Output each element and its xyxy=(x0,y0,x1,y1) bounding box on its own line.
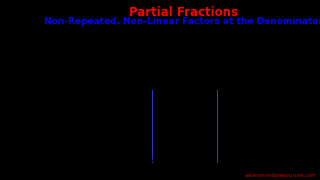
Text: $4=2A+3B+3C$: $4=2A+3B+3C$ xyxy=(220,112,280,121)
Text: $3B=4+\dfrac{22}{5}-\dfrac{9}{5}$: $3B=4+\dfrac{22}{5}-\dfrac{9}{5}$ xyxy=(220,122,276,139)
Text: $A=-\dfrac{11}{5}$: $A=-\dfrac{11}{5}$ xyxy=(63,122,96,139)
Text: $B=\dfrac{11}{5}$: $B=\dfrac{11}{5}$ xyxy=(219,137,243,153)
Text: $C=\dfrac{3}{5}$: $C=\dfrac{3}{5}$ xyxy=(156,137,175,153)
Text: $=$: $=$ xyxy=(140,39,150,48)
Text: Partial Fractions: Partial Fractions xyxy=(129,6,238,19)
Text: Non-Repeated, Non-Linear Factors at the Denominator: Non-Repeated, Non-Linear Factors at the … xyxy=(44,17,320,26)
Text: $5x-1\equiv A(x^2+1)+(Bx+C)(x+2)$: $5x-1\equiv A(x^2+1)+(Bx+C)(x+2)$ xyxy=(57,83,196,97)
Text: $=$: $=$ xyxy=(140,65,150,74)
Text: Put $x=0$: Put $x=0$ xyxy=(155,99,187,108)
Text: $-1=A+2C$: $-1=A+2C$ xyxy=(155,112,198,121)
Text: (a): (a) xyxy=(57,39,68,48)
Text: $\dfrac{Bx+C}{x^2+1}$: $\dfrac{Bx+C}{x^2+1}$ xyxy=(216,32,244,54)
Text: $\dfrac{A}{x+2}$: $\dfrac{A}{x+2}$ xyxy=(161,33,183,53)
Text: $\dfrac{5x-1}{(x+2)(x^2+1)}$: $\dfrac{5x-1}{(x+2)(x^2+1)}$ xyxy=(77,32,136,55)
Text: $\dfrac{5x-1}{(x+2)(x^2+1)}=\dfrac{-11}{5(x+2)}+$: $\dfrac{5x-1}{(x+2)(x^2+1)}=\dfrac{-11}{… xyxy=(57,154,157,173)
Text: Put $x=1$: Put $x=1$ xyxy=(220,99,252,108)
Text: $2C=-1+\dfrac{11}{5}$: $2C=-1+\dfrac{11}{5}$ xyxy=(155,122,205,139)
Text: $+$: $+$ xyxy=(193,38,201,48)
Text: $\dfrac{A(x^2+1)+(Bx+C)(x+2)}{(x+2)(x^2+1)}$: $\dfrac{A(x^2+1)+(Bx+C)(x+2)}{(x+2)(x^2+… xyxy=(172,57,277,82)
Text: www.onlinabresources.com: www.onlinabresources.com xyxy=(245,173,317,178)
Text: Put $x=-2$: Put $x=-2$ xyxy=(57,99,98,108)
Text: $-11=5A$: $-11=5A$ xyxy=(57,112,92,121)
